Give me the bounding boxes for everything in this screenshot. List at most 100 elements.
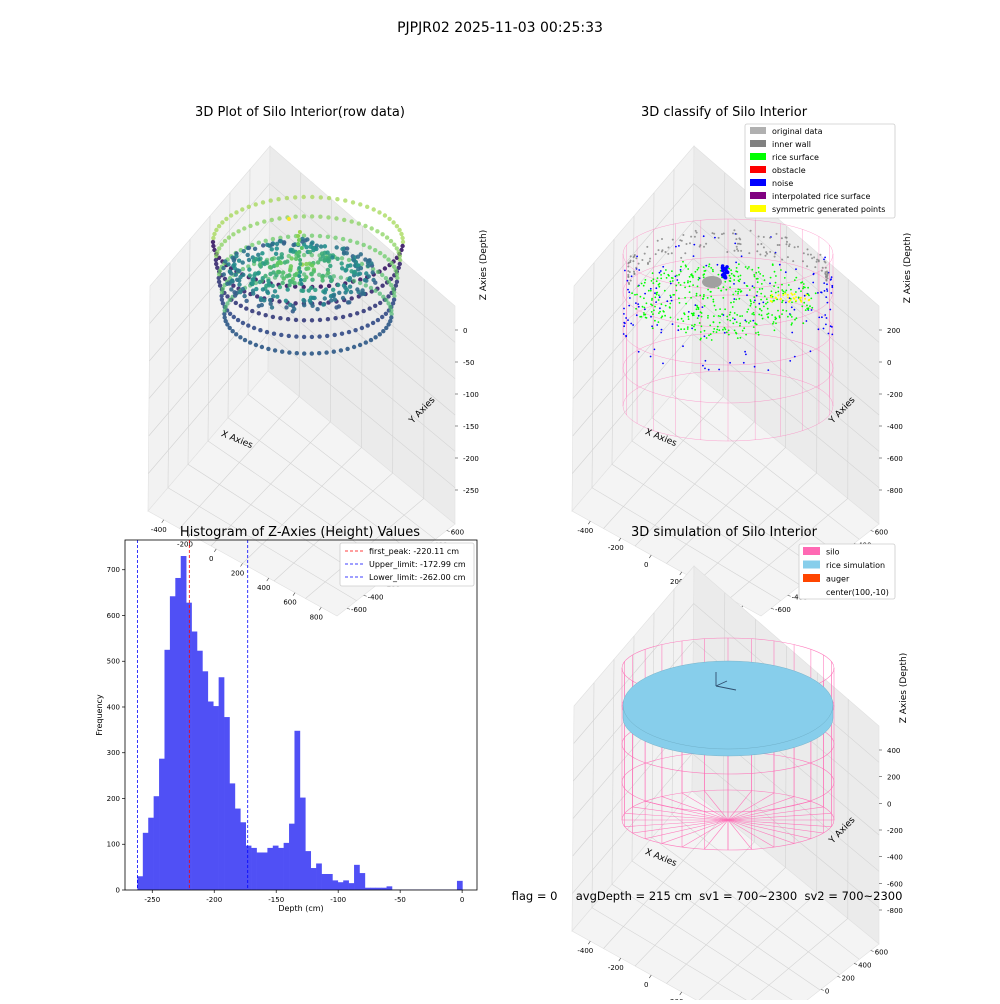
- rice-surface-point: [699, 322, 701, 324]
- rice-surface-point: [665, 269, 667, 271]
- raw-point: [313, 288, 317, 292]
- rice-surface-point: [745, 334, 747, 336]
- rice-surface-point: [691, 313, 693, 315]
- raw-point: [276, 197, 280, 201]
- raw-point: [270, 305, 274, 309]
- inner-wall-point: [627, 266, 629, 268]
- histogram-bar: [181, 556, 187, 890]
- classify-zlabel: Z Axies (Depth): [903, 233, 913, 304]
- rice-surface-point: [650, 290, 652, 292]
- raw-point: [242, 226, 246, 230]
- inner-wall-point: [788, 245, 790, 247]
- rice-surface-point: [677, 319, 679, 321]
- raw-point: [368, 245, 372, 249]
- inner-wall-cluster: [702, 276, 722, 288]
- raw-point: [389, 308, 393, 312]
- rice-surface-point: [729, 320, 731, 322]
- rice-surface-point: [753, 312, 755, 314]
- raw-point: [294, 318, 298, 322]
- rice-surface-point: [730, 280, 732, 282]
- raw-point: [389, 239, 393, 243]
- rice-surface-point: [736, 321, 738, 323]
- noise-point: [830, 292, 832, 294]
- raw-point: [271, 315, 275, 319]
- noise-point: [654, 349, 656, 351]
- raw-x-tick: [319, 607, 321, 610]
- rice-surface-point: [682, 320, 684, 322]
- raw-point: [325, 334, 329, 338]
- classify-legend-label: rice surface: [772, 153, 819, 162]
- sim-x-tick-label: -400: [577, 947, 593, 955]
- raw-point: [238, 290, 242, 294]
- raw-point: [329, 298, 333, 302]
- raw-point: [372, 207, 376, 211]
- raw-point: [285, 274, 289, 278]
- raw-point: [260, 251, 264, 255]
- raw-point: [238, 335, 242, 339]
- inner-wall-point: [712, 232, 714, 234]
- raw-point: [248, 273, 252, 277]
- noise-point: [811, 309, 813, 311]
- rice-surface-point: [753, 326, 755, 328]
- classify-legend-swatch: [750, 192, 766, 199]
- noise-point: [823, 259, 825, 261]
- raw-point: [357, 221, 361, 225]
- raw-point: [302, 278, 306, 282]
- raw-point: [242, 249, 246, 253]
- raw-point: [248, 340, 252, 344]
- inner-wall-point: [774, 256, 776, 258]
- raw-point: [348, 276, 352, 280]
- raw-point: [274, 252, 278, 256]
- noise-point: [818, 317, 820, 319]
- inner-wall-point: [816, 259, 818, 261]
- rice-surface-point: [774, 316, 776, 318]
- raw-point: [299, 278, 303, 282]
- inner-wall-point: [734, 250, 736, 252]
- rice-surface-point: [693, 312, 695, 314]
- raw-point: [270, 242, 274, 246]
- symmetric-point: [805, 294, 807, 296]
- rice-surface-point: [739, 315, 741, 317]
- rice-surface-point: [654, 296, 656, 298]
- rice-surface-point: [764, 295, 766, 297]
- raw-point: [333, 316, 337, 320]
- noise-point: [702, 306, 704, 308]
- noise-point: [638, 269, 640, 271]
- raw-point: [391, 220, 395, 224]
- simulation-panel-title: 3D simulation of Silo Interior: [631, 525, 818, 540]
- rice-surface-point: [806, 305, 808, 307]
- classify-3d-panel: 3D classify of Silo Interior -400-200020…: [572, 105, 913, 620]
- raw-point: [275, 295, 279, 299]
- rice-surface-point: [656, 280, 658, 282]
- rice-surface-point: [684, 287, 686, 289]
- raw-point: [259, 296, 263, 300]
- raw-point: [250, 281, 254, 285]
- rice-surface-point: [703, 276, 705, 278]
- classify-z-tick-label: -200: [887, 391, 903, 399]
- noise-point: [666, 300, 668, 302]
- raw-point: [241, 260, 245, 264]
- noise-point: [650, 288, 652, 290]
- rice-surface-point: [781, 284, 783, 286]
- rice-surface-point: [747, 268, 749, 270]
- symmetric-point: [804, 298, 806, 300]
- raw-point: [340, 332, 344, 336]
- rice-surface-point: [784, 277, 786, 279]
- histogram-x-tick-label: -200: [206, 896, 222, 904]
- inner-wall-point: [757, 243, 759, 245]
- inner-wall-point: [781, 237, 783, 239]
- inner-wall-point: [649, 258, 651, 260]
- rice-surface-point: [652, 313, 654, 315]
- classify-z-tick-label: -600: [887, 455, 903, 463]
- noise-point: [630, 323, 632, 325]
- histogram-bar: [322, 874, 328, 890]
- raw-point: [394, 268, 398, 272]
- rice-surface-point: [669, 295, 671, 297]
- noise-point: [693, 244, 695, 246]
- raw-point: [272, 332, 276, 336]
- raw-point: [377, 210, 381, 214]
- noise-point: [823, 282, 825, 284]
- raw-point: [241, 321, 245, 325]
- symmetric-point: [777, 294, 779, 296]
- raw-point: [348, 239, 352, 243]
